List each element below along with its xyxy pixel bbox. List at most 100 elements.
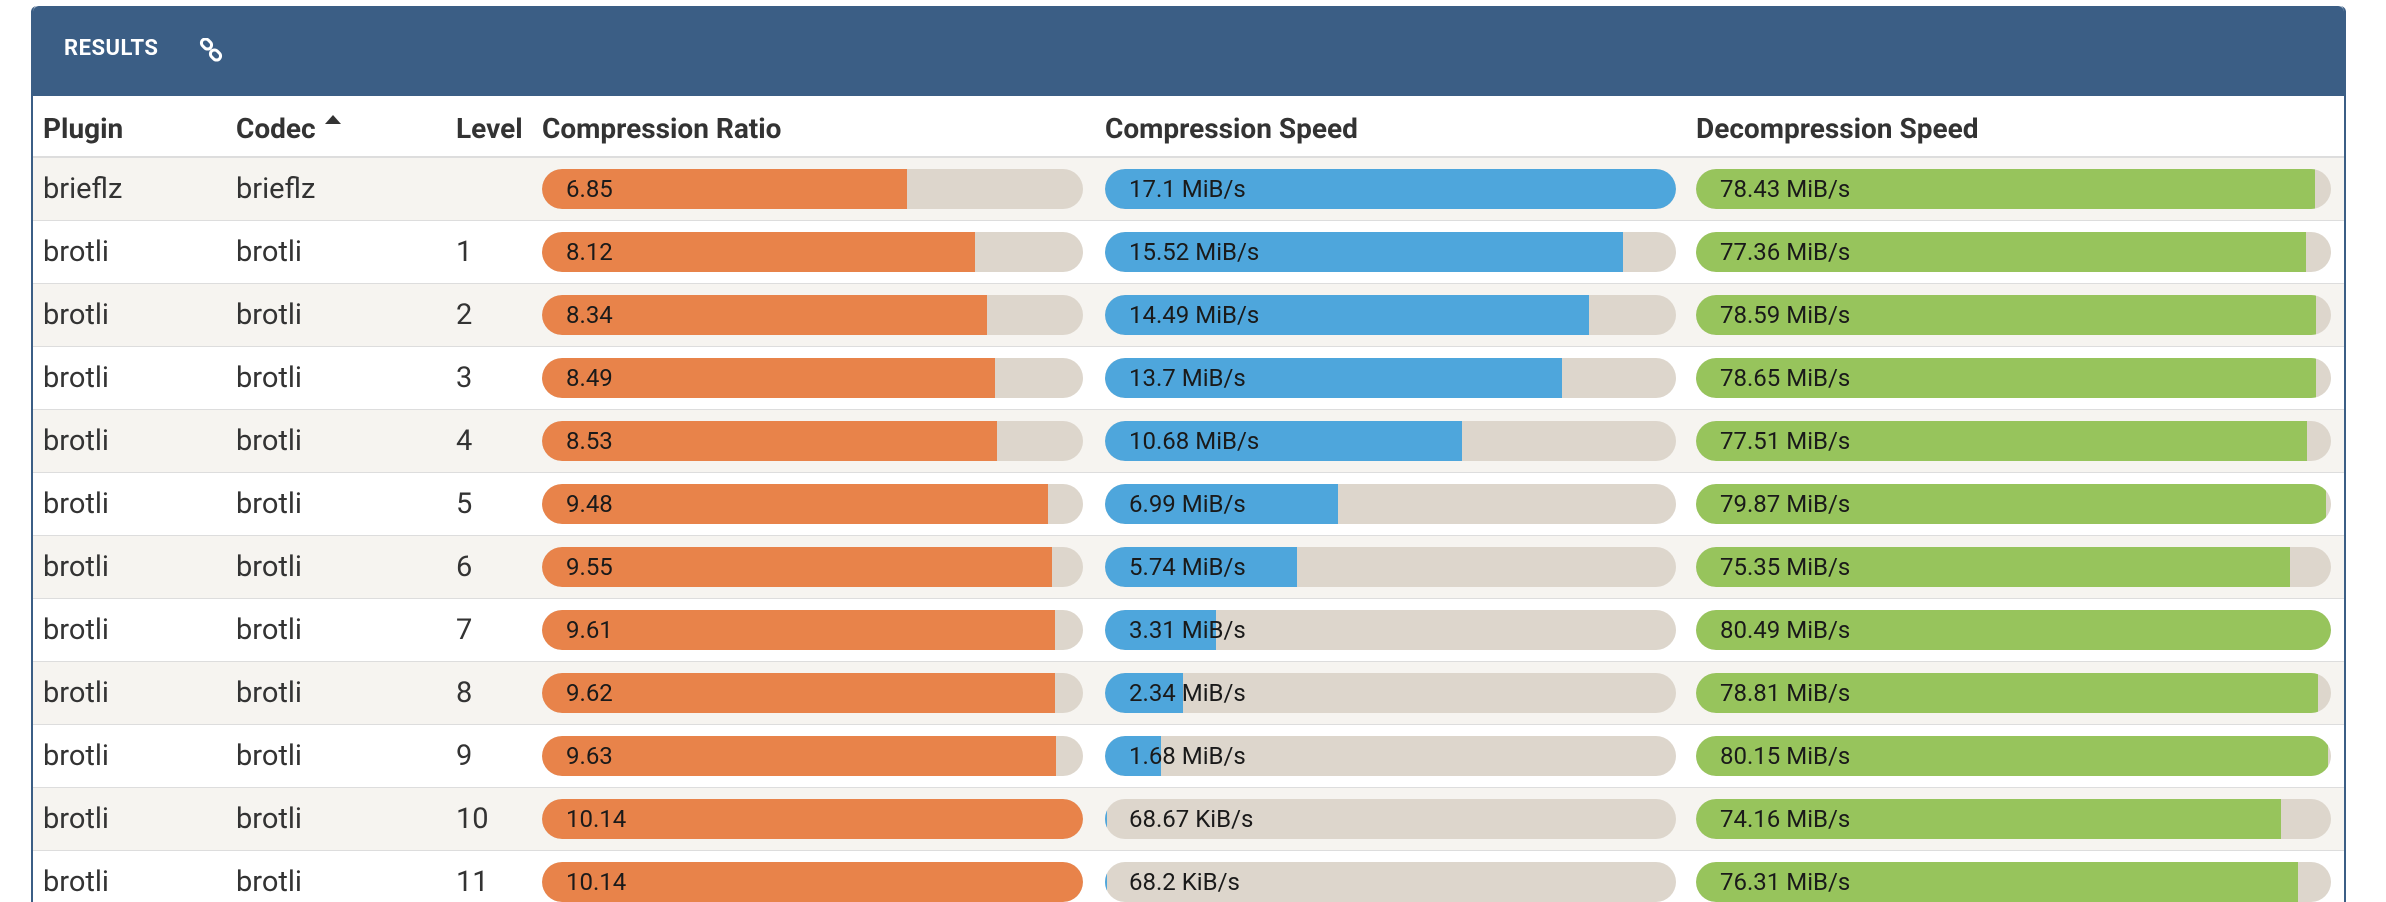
ratio-bar <box>542 610 1055 650</box>
codec-cell: brotli <box>236 298 302 332</box>
bar-label: 3.31 MiB/s <box>1129 616 1246 644</box>
level-cell: 1 <box>456 235 473 269</box>
bar-label: 74.16 MiB/s <box>1720 805 1851 833</box>
plugin-cell: brotli <box>43 550 109 584</box>
codec-cell: brotli <box>236 550 302 584</box>
bar-track: 8.53 <box>542 421 1083 461</box>
decompression-speed-bar <box>1696 862 2299 902</box>
plugin-cell: brotli <box>43 802 109 836</box>
bar-label: 78.81 MiB/s <box>1720 679 1851 707</box>
bar-track: 78.43 MiB/s <box>1696 169 2331 209</box>
bar-track: 77.36 MiB/s <box>1696 232 2331 272</box>
bar-label: 80.49 MiB/s <box>1720 616 1851 644</box>
compression-speed-bar <box>1105 295 1589 335</box>
bar-track: 80.49 MiB/s <box>1696 610 2331 650</box>
bar-track: 8.49 <box>542 358 1083 398</box>
level-cell: 10 <box>456 802 489 836</box>
bar-track: 13.7 MiB/s <box>1105 358 1676 398</box>
bar-label: 6.85 <box>566 175 613 203</box>
bar-track: 74.16 MiB/s <box>1696 799 2331 839</box>
bar-label: 8.49 <box>566 364 613 392</box>
bar-label: 9.61 <box>566 616 613 644</box>
plugin-cell: brieflz <box>43 172 123 206</box>
bar-track: 68.2 KiB/s <box>1105 862 1676 902</box>
bar-label: 10.68 MiB/s <box>1129 427 1260 455</box>
plugin-cell: brotli <box>43 613 109 647</box>
bar-track: 9.63 <box>542 736 1083 776</box>
bar-track: 5.74 MiB/s <box>1105 547 1676 587</box>
bar-label: 2.34 MiB/s <box>1129 679 1246 707</box>
bar-track: 15.52 MiB/s <box>1105 232 1676 272</box>
bar-label: 80.15 MiB/s <box>1720 742 1851 770</box>
sort-arrow <box>325 115 341 124</box>
panel-header: RESULTS <box>33 6 2344 96</box>
bar-track: 8.12 <box>542 232 1083 272</box>
ratio-bar <box>542 673 1056 713</box>
bar-track: 10.68 MiB/s <box>1105 421 1676 461</box>
bar-track: 2.34 MiB/s <box>1105 673 1676 713</box>
bar-track: 9.61 <box>542 610 1083 650</box>
decompression-speed-bar <box>1696 484 2327 524</box>
bar-track: 80.15 MiB/s <box>1696 736 2331 776</box>
bar-label: 9.48 <box>566 490 613 518</box>
level-cell: 9 <box>456 739 473 773</box>
plugin-header: Plugin <box>43 112 124 145</box>
plugin-cell: brotli <box>43 235 109 269</box>
ratio-bar <box>542 232 976 272</box>
compression-speed-bar <box>1105 421 1462 461</box>
bar-label: 78.65 MiB/s <box>1720 364 1851 392</box>
bar-track: 78.59 MiB/s <box>1696 295 2331 335</box>
level-cell: 8 <box>456 676 473 710</box>
bar-label: 10.14 <box>566 868 627 896</box>
compression-speed-bar <box>1105 484 1339 524</box>
codec-cell: brieflz <box>236 172 316 206</box>
plugin-cell: brotli <box>43 487 109 521</box>
bar-label: 5.74 MiB/s <box>1129 553 1246 581</box>
bar-label: 75.35 MiB/s <box>1720 553 1851 581</box>
bar-label: 77.51 MiB/s <box>1720 427 1851 455</box>
ratio-header: Compression Ratio <box>542 112 782 145</box>
level-cell: 2 <box>456 298 473 332</box>
decompression-speed-bar <box>1696 799 2282 839</box>
bar-label: 79.87 MiB/s <box>1720 490 1851 518</box>
codec-cell: brotli <box>236 424 302 458</box>
bar-track: 76.31 MiB/s <box>1696 862 2331 902</box>
ratio-bar <box>542 484 1048 524</box>
ratio-bar <box>542 736 1056 776</box>
bar-label: 78.59 MiB/s <box>1720 301 1851 329</box>
bar-track: 8.34 <box>542 295 1083 335</box>
plugin-cell: brotli <box>43 865 109 899</box>
decompression-speed-bar <box>1696 736 2329 776</box>
bar-track: 14.49 MiB/s <box>1105 295 1676 335</box>
ratio-bar <box>542 358 995 398</box>
bar-track: 79.87 MiB/s <box>1696 484 2331 524</box>
ratio-bar <box>542 547 1052 587</box>
bar-track: 1.68 MiB/s <box>1105 736 1676 776</box>
compression-speed-bar <box>1105 673 1184 713</box>
decompression-speed-bar <box>1696 232 2307 272</box>
link-icon[interactable] <box>199 38 223 62</box>
bar-label: 8.34 <box>566 301 613 329</box>
compression-speed-bar <box>1105 547 1297 587</box>
panel-title: RESULTS <box>64 36 159 61</box>
bar-track: 10.14 <box>542 799 1083 839</box>
compression-speed-bar <box>1105 169 1676 209</box>
bar-track: 6.99 MiB/s <box>1105 484 1676 524</box>
bar-label: 9.63 <box>566 742 613 770</box>
bar-label: 77.36 MiB/s <box>1720 238 1851 266</box>
bar-track: 17.1 MiB/s <box>1105 169 1676 209</box>
decompression-speed-bar <box>1696 610 2331 650</box>
bar-label: 8.12 <box>566 238 613 266</box>
plugin-cell: brotli <box>43 739 109 773</box>
bar-label: 68.2 KiB/s <box>1129 868 1240 896</box>
decompression-speed-bar <box>1696 547 2291 587</box>
header-rule <box>33 156 2344 158</box>
level-cell: 11 <box>456 865 489 899</box>
ratio-bar <box>542 295 987 335</box>
bar-track: 3.31 MiB/s <box>1105 610 1676 650</box>
ratio-bar <box>542 799 1083 839</box>
codec-header: Codec <box>236 112 316 145</box>
decompression-speed-bar <box>1696 673 2318 713</box>
codec-cell: brotli <box>236 802 302 836</box>
